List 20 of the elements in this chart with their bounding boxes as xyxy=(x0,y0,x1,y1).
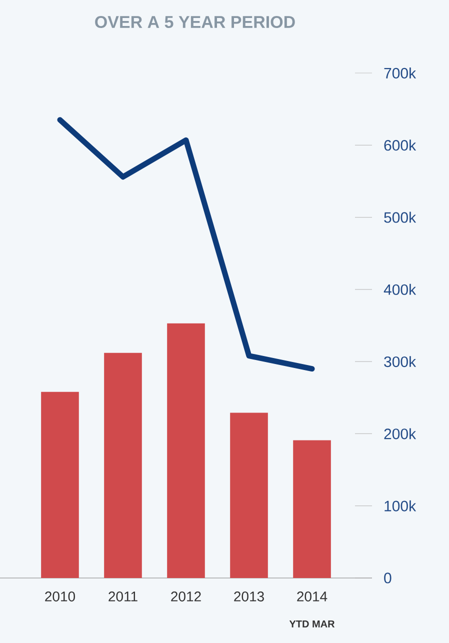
x-tick-label: 2010 xyxy=(45,592,76,602)
y-tick-label: 700k xyxy=(384,68,416,79)
x-tick-label: 2011 xyxy=(108,592,138,602)
x-tick-label: 2013 xyxy=(234,592,264,602)
y-tick-label: 500k xyxy=(384,212,416,223)
y-tick-label: 100k xyxy=(384,500,416,512)
y-tick-label: 0 xyxy=(384,572,392,584)
y-tick-label: 600k xyxy=(384,140,416,151)
bar xyxy=(41,392,79,578)
bar xyxy=(167,323,205,578)
y-tick-label: 200k xyxy=(384,428,416,440)
text: YTD MAR xyxy=(289,620,335,628)
x-tick-label: 2012 xyxy=(171,592,201,602)
bar xyxy=(293,440,331,578)
y-tick-label: 400k xyxy=(384,284,416,295)
bar xyxy=(104,352,142,578)
y-tick-label: 300k xyxy=(384,356,416,368)
x-tick-label: 2014 xyxy=(297,592,328,602)
bar xyxy=(230,412,268,578)
chart-title: OVER A 5 YEAR PERIOD xyxy=(95,16,295,28)
